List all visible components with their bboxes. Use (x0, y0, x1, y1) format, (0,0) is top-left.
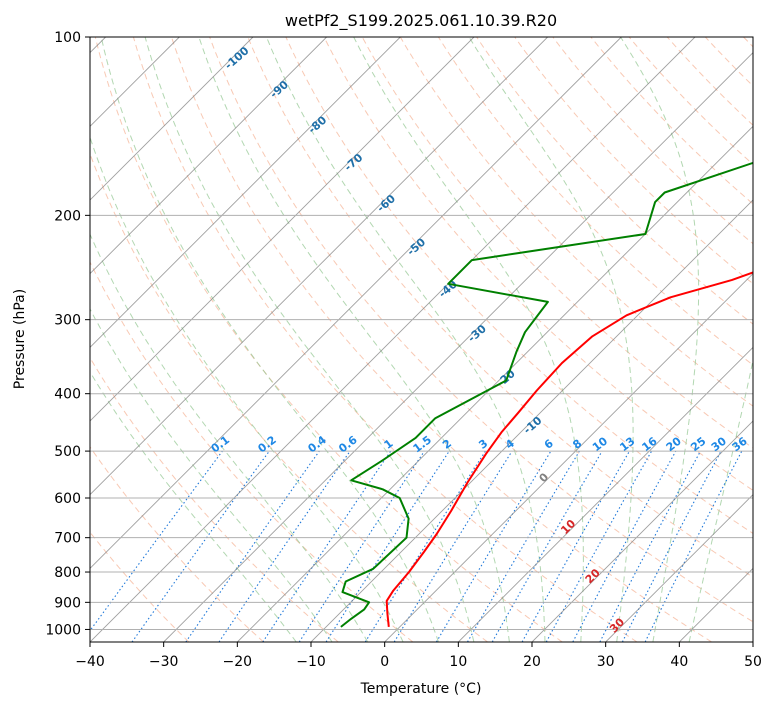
temperature-profile-line (385, 271, 753, 628)
isotherm (90, 37, 327, 275)
dry-adiabat (90, 356, 339, 642)
x-tick-label: −40 (75, 654, 105, 670)
isotherm (605, 494, 753, 642)
isotherms (90, 37, 753, 642)
chart-title: wetPf2_S199.2025.061.10.39.R20 (285, 11, 557, 31)
x-tick-label: 30 (597, 654, 615, 670)
isotherm (90, 37, 401, 348)
moist-adiabat (620, 37, 700, 642)
y-tick-label: 600 (54, 491, 81, 507)
y-tick-label: 200 (54, 208, 81, 224)
mixing-ratio-line (521, 450, 630, 642)
isotherm (310, 199, 753, 642)
y-axis-label: Pressure (hPa) (12, 289, 28, 389)
dry-adiabat (90, 152, 488, 642)
moist-adiabat (90, 233, 369, 642)
pressure-gridlines (90, 37, 753, 630)
mixing-ratio-line (325, 450, 450, 642)
isotherm (458, 346, 753, 642)
x-tick-label: −20 (223, 654, 253, 670)
x-tick-label: 0 (380, 654, 389, 670)
moist-adiabat (468, 37, 634, 642)
mixing-ratio-line (90, 450, 223, 632)
y-tick-label: 400 (54, 387, 81, 403)
moist-adiabats (90, 37, 753, 642)
mixing-ratio-line (218, 450, 351, 642)
x-tick-label: 10 (449, 654, 467, 670)
mixing-ratio-lines (90, 450, 743, 642)
dry-adiabat (132, 37, 638, 642)
y-tick-label: 900 (54, 595, 81, 611)
moist-adiabat (198, 37, 510, 642)
plot-area: 0102030400.10.20.40.611.5234681013162025… (90, 37, 753, 642)
dry-adiabat (285, 37, 753, 535)
dry-adiabat (247, 37, 753, 578)
dry-adiabat (399, 37, 753, 407)
isotherm (384, 273, 753, 642)
y-axis-ticks: 1000 900 800 700 600 500 400 300 200 100 (45, 30, 90, 638)
isotherm (163, 52, 753, 642)
isotherm (237, 125, 753, 642)
isotherm (90, 37, 254, 201)
mixing-ratio-line (298, 450, 425, 642)
mixing-ratio-line (572, 450, 677, 642)
dry-adiabat (437, 37, 753, 366)
dry-adiabat (209, 37, 753, 623)
dewpoint-profile-line (340, 161, 753, 628)
mixing-ratio-line (644, 450, 743, 642)
moist-adiabat (144, 37, 475, 642)
isotherm (90, 37, 548, 496)
isotherm (531, 420, 753, 642)
mixing-ratio-line (545, 450, 653, 642)
dry-adiabat (94, 37, 563, 642)
x-tick-label: −30 (149, 654, 179, 670)
dry-adiabat (361, 37, 753, 449)
moist-adiabat (100, 37, 439, 642)
dry-adiabat (323, 37, 753, 491)
y-tick-label: 700 (54, 531, 81, 547)
x-tick-label: 40 (670, 654, 688, 670)
moist-adiabat (353, 37, 584, 642)
mixing-ratio-line (131, 450, 270, 642)
profile-series (340, 161, 753, 628)
moist-adiabat (90, 370, 297, 642)
mixing-ratio-line (393, 450, 513, 642)
y-tick-label: 100 (54, 30, 81, 46)
moist-adiabat (688, 358, 753, 642)
moist-adiabat (90, 308, 333, 642)
y-tick-label: 300 (54, 313, 81, 329)
isotherm (90, 37, 475, 422)
y-tick-label: 800 (54, 565, 81, 581)
y-tick-label: 1000 (45, 622, 81, 638)
plot-frame (89, 36, 754, 643)
x-tick-label: 50 (744, 654, 762, 670)
x-axis-label: Temperature (°C) (360, 681, 482, 697)
isotherm (90, 37, 696, 642)
moist-adiabat (266, 37, 546, 642)
isotherm (90, 37, 622, 569)
y-tick-label: 500 (54, 444, 81, 460)
mixing-ratio-line (262, 450, 392, 642)
x-axis-ticks: −40 −30 −20 −10 0 10 20 30 40 50 (75, 642, 762, 670)
dry-adiabat (90, 446, 264, 642)
x-tick-label: −10 (296, 654, 326, 670)
x-tick-label: 20 (523, 654, 541, 670)
mixing-ratio-line (185, 450, 320, 642)
